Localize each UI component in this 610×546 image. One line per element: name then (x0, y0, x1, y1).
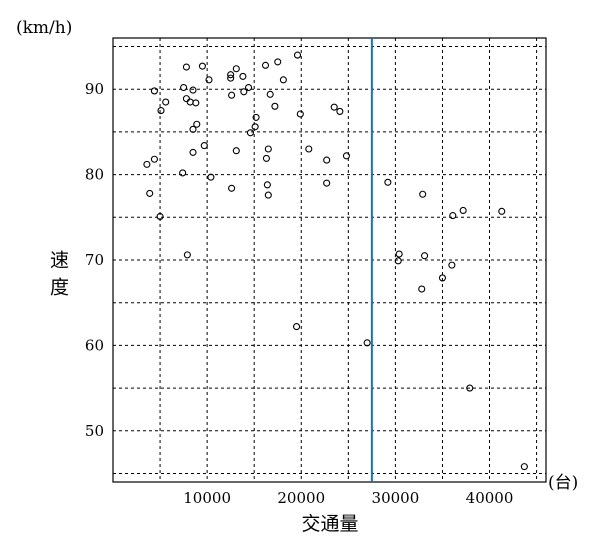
data-point (262, 154, 270, 162)
data-point (150, 155, 158, 163)
x-axis-title: 交通量 (301, 513, 358, 535)
data-point (180, 83, 188, 92)
y-tick-label: 70 (85, 251, 104, 269)
data-point (244, 83, 253, 92)
data-point (156, 212, 164, 221)
data-point (227, 74, 235, 82)
data-point (263, 181, 271, 189)
data-point (239, 72, 247, 80)
data-point (418, 285, 426, 293)
data-point (261, 61, 270, 69)
data-point (150, 87, 158, 95)
data-point (200, 142, 208, 150)
data-point (232, 147, 240, 155)
y-tick-label: 90 (85, 80, 104, 98)
data-point (183, 251, 191, 259)
data-point (421, 252, 429, 260)
data-point (466, 384, 474, 392)
x-axis-unit: (台) (548, 473, 578, 493)
data-point (323, 156, 331, 164)
plot-frame (112, 37, 547, 483)
y-tick-label: 50 (85, 422, 104, 440)
data-point (264, 191, 272, 199)
y-axis-title: 速度 (47, 250, 69, 304)
data-point (293, 323, 301, 331)
data-point (264, 145, 272, 153)
data-point (189, 148, 197, 156)
data-point (186, 98, 194, 106)
x-tick-label: 10000 (183, 489, 231, 507)
data-point (232, 65, 240, 73)
data-point (279, 76, 287, 84)
x-tick-label: 20000 (277, 489, 325, 507)
data-point (394, 257, 402, 265)
data-point (146, 189, 154, 197)
data-point (228, 91, 236, 99)
data-points (143, 51, 528, 471)
data-point (363, 339, 371, 347)
data-point (384, 178, 392, 186)
data-point (240, 88, 248, 96)
data-point (182, 95, 190, 103)
data-point (193, 120, 201, 128)
data-point (271, 102, 279, 110)
data-point (205, 76, 213, 84)
data-point (179, 169, 187, 177)
data-point (162, 98, 170, 106)
data-point (342, 152, 350, 160)
data-point (395, 250, 403, 258)
x-tick-label: 40000 (466, 489, 514, 507)
y-axis-unit: (km/h) (16, 18, 72, 38)
data-point (305, 145, 313, 153)
data-point (246, 129, 254, 137)
data-point (251, 123, 259, 131)
x-tick-labels: 10000 20000 30000 40000 (183, 489, 513, 507)
data-point (498, 207, 506, 215)
data-point (143, 160, 151, 168)
data-point (438, 274, 447, 282)
data-point (189, 125, 197, 133)
data-point (459, 206, 467, 215)
data-point (296, 110, 304, 118)
data-point (520, 463, 528, 471)
data-point (330, 103, 338, 111)
y-tick-labels: 50 60 70 80 90 (85, 80, 104, 440)
y-tick-label: 80 (85, 166, 104, 184)
data-point (449, 212, 457, 220)
y-tick-label: 60 (85, 336, 104, 354)
data-point (198, 62, 206, 70)
x-tick-label: 30000 (372, 489, 420, 507)
data-point (228, 184, 236, 192)
data-point (252, 113, 260, 121)
data-point (182, 63, 190, 71)
data-point (419, 190, 427, 198)
data-point (448, 261, 456, 269)
data-point (227, 71, 235, 79)
grid-lines (113, 38, 546, 482)
data-point (293, 51, 302, 59)
data-point (189, 86, 197, 94)
data-point (192, 99, 200, 107)
data-point (157, 107, 165, 115)
data-point (207, 173, 215, 181)
data-point (274, 58, 282, 66)
data-point (336, 107, 344, 115)
data-point (266, 90, 274, 98)
data-point (323, 179, 331, 187)
